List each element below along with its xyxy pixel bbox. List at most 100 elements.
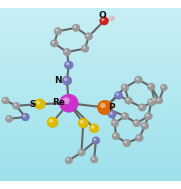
Circle shape — [134, 121, 137, 123]
Circle shape — [7, 116, 9, 119]
Circle shape — [81, 45, 89, 52]
Circle shape — [100, 17, 109, 25]
Circle shape — [55, 29, 58, 32]
Circle shape — [124, 141, 127, 143]
Circle shape — [63, 49, 71, 56]
Circle shape — [111, 119, 119, 127]
Circle shape — [50, 40, 58, 47]
Circle shape — [157, 98, 160, 101]
Circle shape — [62, 76, 72, 85]
Circle shape — [136, 134, 143, 142]
Circle shape — [121, 84, 129, 91]
Circle shape — [89, 124, 99, 133]
Circle shape — [47, 117, 58, 128]
Circle shape — [122, 114, 125, 117]
Circle shape — [91, 125, 95, 129]
Circle shape — [86, 34, 89, 37]
Circle shape — [152, 98, 155, 101]
Circle shape — [151, 97, 159, 104]
Circle shape — [125, 97, 132, 104]
Circle shape — [141, 122, 149, 129]
Circle shape — [13, 102, 20, 109]
Circle shape — [101, 18, 104, 21]
Circle shape — [91, 156, 98, 163]
Circle shape — [135, 76, 142, 83]
Circle shape — [110, 112, 113, 115]
Circle shape — [93, 138, 96, 141]
Circle shape — [81, 45, 89, 52]
Circle shape — [146, 114, 149, 117]
Circle shape — [161, 85, 164, 88]
Circle shape — [85, 33, 93, 40]
Circle shape — [49, 119, 53, 123]
Circle shape — [147, 83, 155, 90]
Circle shape — [121, 84, 129, 91]
Circle shape — [2, 97, 9, 104]
Circle shape — [78, 149, 85, 156]
Circle shape — [136, 77, 139, 80]
Circle shape — [5, 115, 13, 122]
Circle shape — [141, 122, 149, 129]
Circle shape — [138, 104, 146, 111]
Circle shape — [108, 111, 116, 119]
Circle shape — [64, 50, 67, 52]
Circle shape — [13, 102, 20, 109]
Circle shape — [78, 118, 88, 128]
Circle shape — [147, 99, 155, 106]
Circle shape — [135, 76, 142, 84]
Circle shape — [100, 103, 106, 108]
Circle shape — [108, 111, 116, 118]
Circle shape — [149, 84, 151, 87]
Circle shape — [79, 150, 82, 153]
Circle shape — [136, 134, 143, 142]
Circle shape — [142, 123, 145, 126]
Circle shape — [145, 112, 152, 120]
Circle shape — [66, 62, 69, 65]
Circle shape — [110, 16, 114, 21]
Circle shape — [156, 98, 163, 104]
Circle shape — [137, 136, 140, 138]
Circle shape — [112, 132, 120, 140]
Text: P: P — [108, 103, 115, 112]
Circle shape — [22, 113, 30, 121]
Circle shape — [121, 113, 129, 120]
Circle shape — [65, 157, 72, 164]
Circle shape — [14, 104, 17, 106]
Circle shape — [90, 124, 99, 133]
Circle shape — [122, 85, 125, 88]
Circle shape — [161, 84, 167, 91]
Circle shape — [59, 94, 78, 112]
Circle shape — [151, 97, 159, 104]
Circle shape — [92, 137, 100, 144]
Circle shape — [123, 140, 131, 147]
Circle shape — [112, 121, 115, 123]
Circle shape — [34, 99, 45, 109]
Circle shape — [156, 97, 163, 104]
Circle shape — [126, 98, 129, 101]
Text: O: O — [98, 12, 106, 20]
Circle shape — [160, 84, 167, 91]
Circle shape — [115, 92, 123, 99]
Circle shape — [54, 28, 62, 35]
Circle shape — [149, 100, 151, 103]
Circle shape — [112, 133, 120, 140]
Circle shape — [62, 76, 72, 85]
Circle shape — [140, 105, 142, 108]
Circle shape — [110, 17, 112, 19]
Circle shape — [111, 120, 119, 127]
Circle shape — [98, 101, 113, 115]
Circle shape — [35, 99, 46, 109]
Circle shape — [63, 48, 71, 56]
Circle shape — [145, 113, 152, 120]
Circle shape — [133, 119, 140, 127]
Circle shape — [72, 24, 80, 31]
Circle shape — [51, 40, 58, 47]
Circle shape — [63, 97, 70, 104]
Circle shape — [123, 139, 131, 147]
Circle shape — [52, 41, 55, 44]
Circle shape — [6, 115, 13, 122]
Circle shape — [85, 33, 92, 40]
Circle shape — [125, 97, 132, 104]
Text: Re: Re — [52, 98, 65, 107]
Circle shape — [113, 134, 116, 136]
